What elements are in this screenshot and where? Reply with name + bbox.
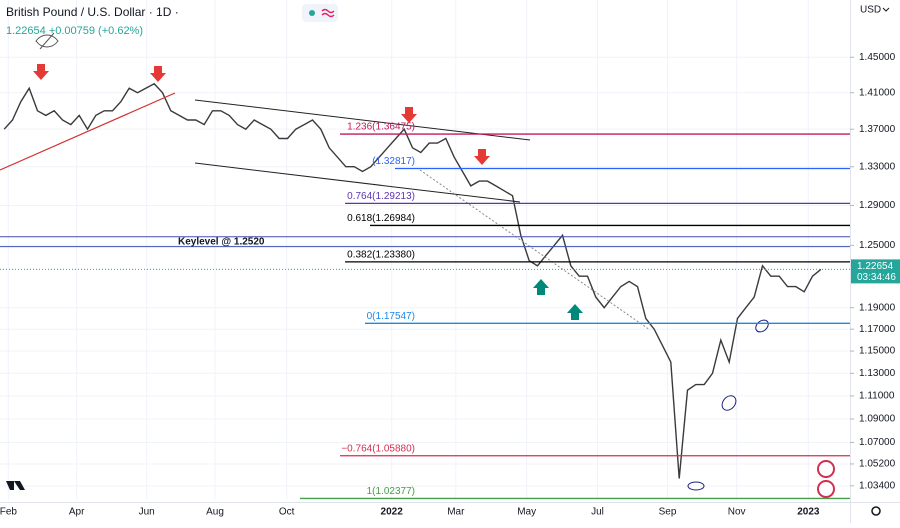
wave-icon <box>321 8 335 18</box>
hide-icon[interactable] <box>35 32 59 50</box>
x-tick-label: 2022 <box>381 507 404 518</box>
arrow-up <box>533 279 549 295</box>
y-tick-label: 1.09000 <box>859 414 896 425</box>
arrow-down <box>150 66 166 82</box>
plot <box>0 0 850 500</box>
x-tick-label: Apr <box>69 507 85 518</box>
x-tick-label: Oct <box>279 507 295 518</box>
event-icon <box>817 480 835 498</box>
y-tick-label: 1.05200 <box>859 459 896 470</box>
y-tick-label: 1.13000 <box>859 368 896 379</box>
symbol-title: British Pound / U.S. Dollar · 1D · <box>6 5 179 19</box>
last-price-label: 1.22654 <box>857 261 894 272</box>
keylevel-label: Keylevel @ 1.2520 <box>178 236 265 247</box>
logo <box>6 481 25 490</box>
event-icon <box>817 460 835 478</box>
y-tick-label: 1.15000 <box>859 346 896 357</box>
y-tick-label: 1.03400 <box>859 480 896 491</box>
x-tick-label: May <box>517 507 536 518</box>
fib-trend <box>419 169 651 331</box>
price-line <box>3 82 822 479</box>
fib-label: −0.764(1.05880) <box>341 443 415 454</box>
y-tick-label: 1.11000 <box>859 391 895 402</box>
settings-icon[interactable] <box>871 506 881 516</box>
y-tick-label: 1.17000 <box>859 324 896 335</box>
fib-label: (1.32817) <box>372 156 415 167</box>
markers <box>687 319 769 491</box>
y-tick-label: 1.45000 <box>859 52 896 63</box>
ellipse <box>721 395 737 411</box>
fib-label: 0.382(1.23380) <box>347 250 415 261</box>
x-tick-label: Feb <box>0 507 17 518</box>
currency[interactable]: USD <box>860 5 881 16</box>
ellipse <box>755 319 769 333</box>
arrow-down <box>33 64 49 80</box>
buy-arrows <box>533 279 583 320</box>
fib-label: 0.764(1.29213) <box>347 191 415 202</box>
x-tick-label: Sep <box>659 507 677 518</box>
status-dot <box>309 10 315 16</box>
y-tick-label: 1.29000 <box>859 200 896 211</box>
ellipse <box>687 481 705 491</box>
arrow-up <box>567 304 583 320</box>
y-tick-label: 1.25000 <box>859 240 896 251</box>
x-tick-label: Mar <box>447 507 465 518</box>
fib-label: 1.236(1.36475) <box>347 122 415 133</box>
y-tick-label: 1.07000 <box>859 437 896 448</box>
y-tick-label: 1.41000 <box>859 87 896 98</box>
channel-line <box>194 162 521 203</box>
arrow-down <box>474 149 490 165</box>
news-icons <box>817 460 835 498</box>
x-tick-label: Jul <box>591 507 604 518</box>
trendline <box>0 92 176 171</box>
quote: 1.22654 +0.00759 (+0.62%) <box>6 25 143 37</box>
fib-label: 1(1.02377) <box>367 486 415 497</box>
arrow-down <box>401 107 417 123</box>
channel-line <box>194 99 531 141</box>
sell-arrows <box>33 64 490 165</box>
countdown: 03:34:46 <box>857 272 896 283</box>
y-tick-label: 1.19000 <box>859 302 896 313</box>
fib-label: 0(1.17547) <box>367 311 415 322</box>
dropdown-caret[interactable] <box>882 7 890 12</box>
x-tick-label: Aug <box>206 507 224 518</box>
fib-label: 0.618(1.26984) <box>347 213 415 224</box>
x-tick-label: 2023 <box>797 507 820 518</box>
x-tick-label: Nov <box>728 507 746 518</box>
indicator-toggle[interactable] <box>302 4 338 22</box>
y-tick-label: 1.37000 <box>859 124 896 135</box>
x-tick-label: Jun <box>139 507 155 518</box>
y-tick-label: 1.33000 <box>859 161 896 172</box>
last-price-box <box>851 259 900 284</box>
